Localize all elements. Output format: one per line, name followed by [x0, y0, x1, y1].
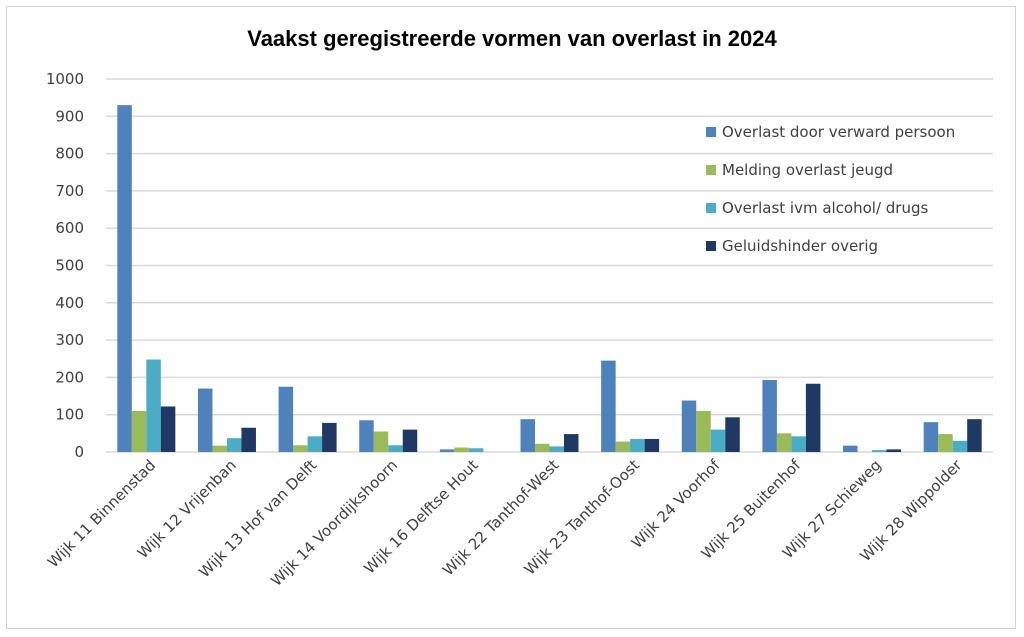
bar	[535, 443, 550, 452]
bar	[293, 445, 308, 452]
bar	[241, 427, 256, 452]
legend-swatch	[706, 241, 716, 251]
y-tick-label: 100	[55, 406, 84, 424]
bar	[439, 449, 455, 452]
bar	[710, 429, 726, 452]
bar	[952, 440, 968, 452]
chart-title: Vaakst geregistreerde vormen van overlas…	[247, 26, 777, 51]
bar	[872, 450, 887, 452]
bar	[630, 438, 645, 452]
bar	[967, 419, 982, 452]
bar	[725, 417, 740, 452]
bar	[923, 422, 939, 452]
y-tick-label: 1000	[46, 70, 84, 88]
bar	[373, 431, 389, 452]
bar	[307, 436, 323, 452]
legend-swatch	[706, 203, 716, 213]
bar	[791, 436, 806, 452]
bar	[776, 433, 792, 452]
y-tick-label: 400	[55, 294, 84, 312]
bars	[117, 105, 982, 453]
bar	[212, 445, 227, 452]
bar	[549, 446, 564, 452]
bar	[564, 434, 579, 452]
legend-label: Overlast ivm alcohol/ drugs	[722, 199, 929, 217]
y-tick-label: 800	[55, 145, 84, 163]
bar	[454, 447, 469, 452]
bar	[843, 445, 858, 452]
legend-swatch	[706, 165, 716, 175]
bar	[615, 441, 631, 452]
bar	[601, 360, 616, 452]
bar	[886, 449, 902, 452]
bar	[388, 445, 403, 452]
bar	[226, 438, 242, 452]
y-tick-label: 0	[74, 443, 84, 461]
legend-label: Overlast door verward persoon	[722, 123, 955, 141]
legend-label: Melding overlast jeugd	[722, 161, 893, 179]
bar	[131, 410, 147, 452]
y-axis-ticks: 0 100 200 300 400 500 600 700 800 900 1000	[46, 70, 84, 461]
bar	[160, 406, 176, 452]
bar	[117, 105, 132, 453]
bar	[696, 410, 711, 452]
y-tick-label: 500	[55, 257, 84, 275]
bar	[681, 400, 697, 452]
bar	[938, 434, 953, 452]
bar	[197, 388, 213, 452]
bar	[468, 448, 484, 452]
bar	[644, 438, 660, 452]
legend-swatch	[706, 127, 716, 137]
y-tick-label: 200	[55, 368, 84, 386]
legend-label: Geluidshinder overig	[722, 237, 878, 255]
bar	[146, 359, 161, 452]
bar	[322, 422, 337, 452]
y-tick-label: 900	[55, 107, 84, 125]
y-tick-label: 600	[55, 219, 84, 237]
bar	[402, 429, 418, 452]
legend: Overlast door verward persoon Melding ove…	[706, 123, 955, 255]
bar	[762, 380, 777, 452]
y-tick-label: 300	[55, 331, 84, 349]
bar	[359, 420, 374, 452]
bar	[520, 419, 535, 452]
chart-frame	[6, 6, 1016, 629]
y-tick-label: 700	[55, 182, 84, 200]
bar	[805, 383, 821, 452]
bar	[278, 386, 294, 452]
